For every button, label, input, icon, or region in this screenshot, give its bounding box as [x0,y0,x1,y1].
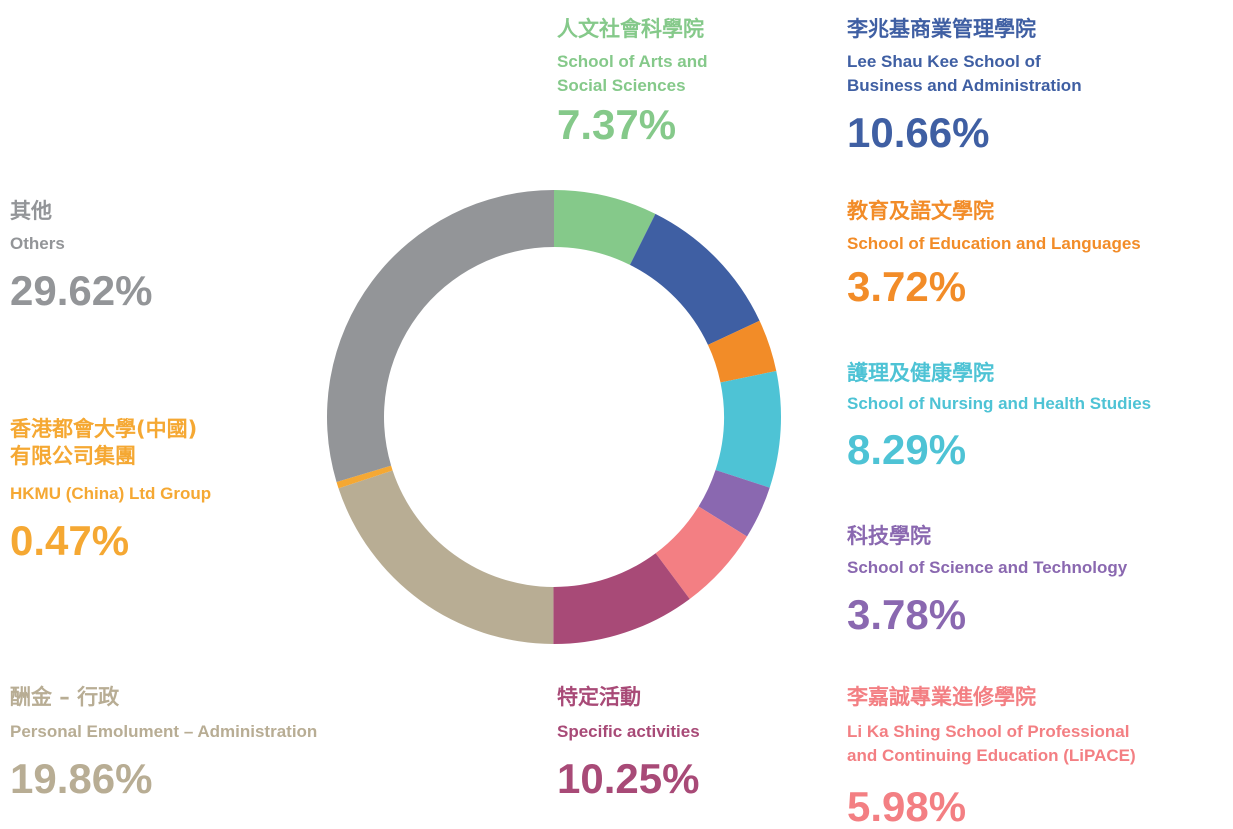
label-zh: 人文社會科學院 [557,17,704,41]
label-zh: 特定活動 [557,685,641,709]
value-label: 5.98% [847,783,967,829]
label-zh: 李嘉誠專業進修學院 [847,685,1036,709]
label-zh: 其他 [10,199,52,223]
label-zh: 護理及健康學院 [847,361,994,385]
donut-segment [715,370,781,488]
donut-segment [338,470,554,644]
label-en: School of Science and Technology [847,558,1128,577]
label-en: Lee Shau Kee School of Business and Admi… [847,52,1082,95]
label-en: School of Nursing and Health Studies [847,394,1152,413]
donut-segment [655,506,748,599]
donut-segment [326,190,554,482]
donut-segment [707,320,777,383]
label-zh: 李兆基商業管理學院 [847,17,1036,41]
value-label: 10.66% [847,109,990,156]
value-label: 0.47% [10,517,130,564]
value-label: 3.72% [847,263,967,310]
donut-segment [554,190,656,265]
label-en: Specific activities [557,722,700,741]
donut-segment [629,213,760,345]
value-label: 29.62% [10,267,153,314]
donut-segment [553,553,690,644]
label-en: Li Ka Shing School of Professional and C… [847,722,1136,765]
value-label: 7.37% [557,101,677,148]
donut-segment [336,465,393,489]
value-label: 3.78% [847,591,967,638]
value-label: 19.86% [10,755,153,802]
label-en: School of Education and Languages [847,234,1141,253]
value-label: 10.25% [557,755,700,802]
label-en: HKMU (China) Ltd Group [10,484,212,503]
label-en: School of Arts and Social Sciences [557,52,708,95]
label-zh: 酬金 – 行政 [10,685,120,709]
label-zh: 教育及語文學院 [847,199,994,223]
label-zh: 科技學院 [847,524,931,548]
label-en: Others [10,234,65,253]
value-label: 8.29% [847,426,967,473]
donut-segment [698,469,770,537]
label-en: Personal Emolument – Administration [10,722,318,741]
label-zh: 香港都會大學(中國) 有限公司集團 [10,417,198,468]
